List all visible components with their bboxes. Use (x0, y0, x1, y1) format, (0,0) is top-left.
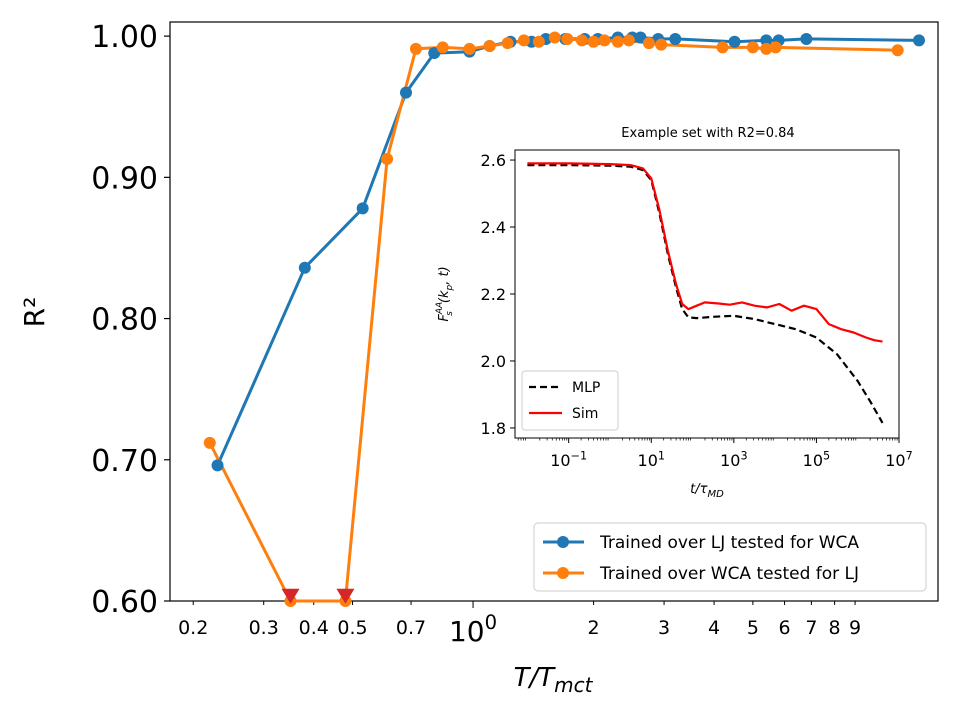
main-data-point (913, 34, 926, 47)
main-data-point (760, 34, 773, 47)
main-legend: Trained over LJ tested for WCA Trained ov… (533, 522, 927, 592)
main-legend-label: Trained over WCA tested for LJ (599, 564, 859, 584)
main-data-point (501, 37, 514, 50)
main-x-tick-label: 0.3 (249, 617, 279, 639)
main-data-point (769, 41, 782, 54)
main-legend-box (533, 522, 927, 592)
main-data-point (728, 35, 741, 48)
main-data-point (561, 32, 574, 45)
main-data-point (381, 152, 394, 165)
inset-x-axis-label: t/τMD (690, 482, 724, 500)
main-legend-label: Trained over LJ tested for WCA (599, 533, 859, 553)
main-data-point (428, 47, 441, 60)
main-y-axis-label: R² (18, 297, 51, 328)
main-x-tick-label: 100 (449, 611, 497, 648)
main-data-point (517, 34, 530, 47)
main-x-tick-label: 9 (849, 617, 861, 639)
main-y-tick-label: 0.60 (91, 585, 158, 620)
main-x-tick-label: 0.7 (396, 617, 426, 639)
inset-x-tick-label: 101 (638, 449, 665, 470)
inset-y-tick-label: 2.0 (481, 352, 506, 371)
main-data-point (436, 41, 449, 54)
inset-x-tick-label: 105 (803, 449, 830, 470)
inset-chart: Example set with R2=0.84 2.6 2.4 2.2 2.0 1.8… (435, 126, 913, 500)
main-data-point (483, 40, 496, 53)
inset-legend-label: MLP (572, 380, 600, 396)
inset-legend: MLP Sim (521, 370, 619, 431)
main-data-point (399, 86, 412, 99)
main-y-tick-label: 0.80 (91, 303, 158, 338)
main-data-point (655, 38, 668, 51)
main-data-point (575, 34, 588, 47)
main-x-tick-label: 3 (658, 617, 670, 639)
main-x-tick-label: 7 (805, 617, 817, 639)
inset-series-lines (527, 162, 884, 424)
main-data-point (203, 436, 216, 449)
main-y-tick-label: 0.70 (91, 444, 158, 479)
main-data-point (463, 42, 476, 55)
main-data-point (669, 32, 682, 45)
main-axes-ticks: 1.00 0.90 0.80 0.70 0.60 0.2 0.3 0.4 0.5 0.7 100 2 3… (91, 20, 861, 648)
main-y-tick-label: 1.00 (91, 20, 158, 55)
inset-title: Example set with R2=0.84 (621, 126, 794, 141)
inset-legend-label: Sim (572, 406, 598, 422)
inset-series-line-0 (527, 164, 884, 424)
inset-y-tick-label: 2.6 (481, 151, 506, 170)
main-x-tick-label: 0.4 (299, 617, 329, 639)
main-data-point (532, 35, 545, 48)
main-data-point (800, 32, 813, 45)
inset-y-tick-label: 1.8 (481, 419, 506, 438)
main-data-point (548, 31, 561, 44)
main-data-point (642, 37, 655, 50)
main-data-point (211, 459, 224, 472)
main-data-point (716, 41, 729, 54)
inset-y-axis-label: FAAs(kp, t) (435, 266, 455, 321)
main-data-point (298, 261, 311, 274)
main-y-tick-label: 0.90 (91, 161, 158, 196)
main-x-tick-label: 5 (747, 617, 759, 639)
inset-legend-box (521, 370, 619, 431)
main-x-tick-label: 4 (708, 617, 720, 639)
main-legend-marker (557, 536, 569, 548)
inset-series-line-1 (527, 162, 883, 343)
main-data-point (356, 202, 369, 215)
main-triangle-marker (336, 588, 355, 604)
inset-x-tick-label: 10−1 (550, 449, 587, 470)
inset-y-tick-label: 2.2 (481, 285, 506, 304)
inset-x-tick-label: 107 (885, 449, 912, 470)
main-data-point (611, 35, 624, 48)
main-data-point (746, 41, 759, 54)
main-data-point (622, 34, 635, 47)
inset-y-tick-label: 2.4 (481, 218, 506, 237)
main-data-point (587, 35, 600, 48)
main-series-points (203, 31, 926, 607)
inset-x-tick-label: 103 (720, 449, 747, 470)
main-x-axis-label: T/Tmct (514, 663, 594, 697)
main-data-point (598, 34, 611, 47)
main-data-point (409, 42, 422, 55)
main-data-point (634, 31, 647, 44)
inset-axes-ticks: 2.6 2.4 2.2 2.0 1.8 10−1 101 103 105 107 (481, 151, 913, 470)
main-special-markers (281, 588, 355, 604)
main-x-tick-label: 8 (829, 617, 841, 639)
main-data-point (891, 44, 904, 57)
main-legend-marker (557, 567, 569, 579)
main-triangle-marker (281, 588, 300, 604)
main-x-tick-label: 2 (588, 617, 600, 639)
main-data-point (760, 42, 773, 55)
main-x-tick-label: 0.2 (178, 617, 208, 639)
main-x-tick-label: 0.5 (337, 617, 367, 639)
main-x-tick-label: 6 (779, 617, 791, 639)
